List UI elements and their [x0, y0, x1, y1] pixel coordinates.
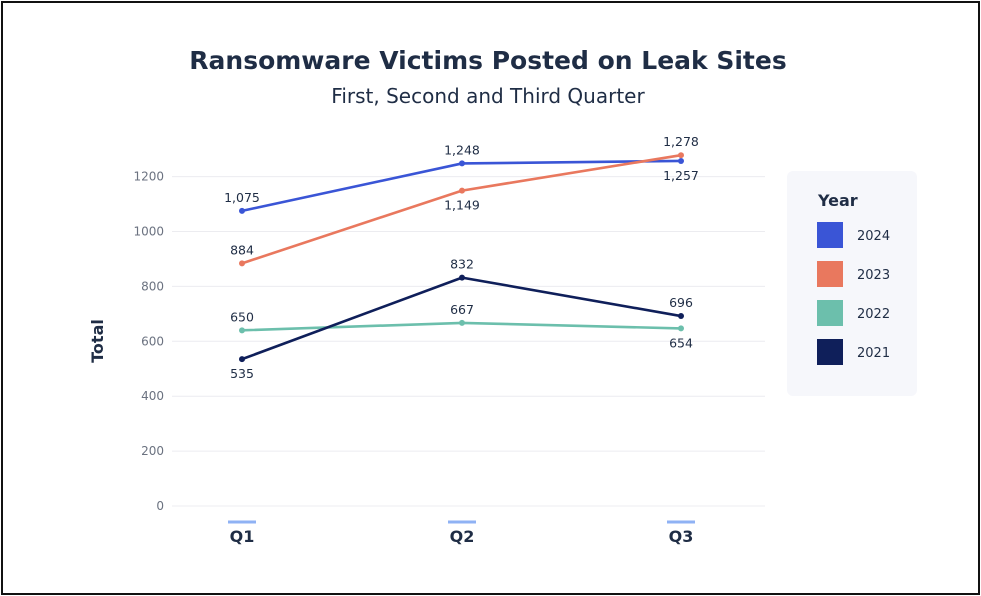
y-ticks: 0 200 400 600 800 1000 1200: [133, 170, 164, 513]
y-tick-label-600: 600: [141, 334, 164, 348]
grid: [172, 176, 765, 507]
y-tick-label-800: 800: [141, 279, 164, 293]
x-categories: Q1 Q2 Q3: [228, 520, 695, 546]
data-label-2024-q2: 1,248: [444, 142, 480, 157]
data-label-2023-q1: 884: [230, 242, 254, 257]
point-2022-q1: [239, 327, 245, 334]
chart-title: Ransomware Victims Posted on Leak Sites: [189, 46, 786, 75]
y-tick-label-200: 200: [141, 444, 164, 458]
y-tick-label-1200: 1200: [133, 170, 164, 184]
x-category-label-q1: Q1: [230, 527, 255, 546]
legend: Year 2024 2023 2022 2021: [787, 171, 917, 396]
legend-title: Year: [817, 191, 858, 210]
x-category-label-q2: Q2: [450, 527, 475, 546]
point-2023-q1: [239, 260, 245, 267]
legend-swatch-2021: [817, 339, 843, 365]
point-2021-q3: [678, 313, 684, 320]
y-tick-label-400: 400: [141, 389, 164, 403]
x-category-label-q3: Q3: [669, 527, 694, 546]
data-label-2022-q1: 650: [230, 309, 254, 324]
point-2022-q2: [459, 319, 465, 326]
data-label-2024-q3: 1,257: [663, 168, 699, 183]
point-2021-q2: [459, 274, 465, 281]
legend-swatch-2024: [817, 222, 843, 248]
series-line-2021: [241, 276, 682, 361]
y-tick-label-1000: 1000: [133, 225, 164, 239]
legend-label-2023: 2023: [857, 268, 890, 283]
point-2023-q3: [678, 152, 684, 159]
point-2021-q1: [239, 356, 245, 363]
legend-label-2021: 2021: [857, 346, 890, 361]
legend-swatch-2022: [817, 300, 843, 326]
legend-swatch-2023: [817, 261, 843, 287]
data-label-2021-q2: 832: [450, 257, 474, 272]
point-2022-q3: [678, 325, 684, 332]
data-label-2022-q2: 667: [450, 302, 474, 317]
data-label-2021-q3: 696: [669, 295, 693, 310]
data-label-2022-q3: 654: [669, 335, 693, 350]
data-label-2021-q1: 535: [230, 366, 254, 381]
point-2024-q1: [239, 207, 245, 214]
series-points: [239, 152, 684, 363]
point-2024-q3: [678, 157, 684, 164]
point-2024-q2: [459, 160, 465, 167]
legend-label-2024: 2024: [857, 229, 890, 244]
data-label-2023-q2: 1,149: [444, 198, 480, 213]
point-2023-q2: [459, 187, 465, 194]
chart-subtitle: First, Second and Third Quarter: [331, 84, 645, 108]
legend-label-2022: 2022: [857, 307, 890, 322]
data-labels: 1,075 1,248 1,257 884 1,149 1,278 650 667 654 535…: [224, 134, 699, 381]
data-label-2023-q3: 1,278: [663, 134, 699, 149]
legend-items: 2024 2023 2022 2021: [817, 222, 890, 365]
y-tick-label-0: 0: [156, 499, 164, 513]
y-axis-label: Total: [88, 319, 107, 363]
data-label-2024-q1: 1,075: [224, 190, 260, 205]
